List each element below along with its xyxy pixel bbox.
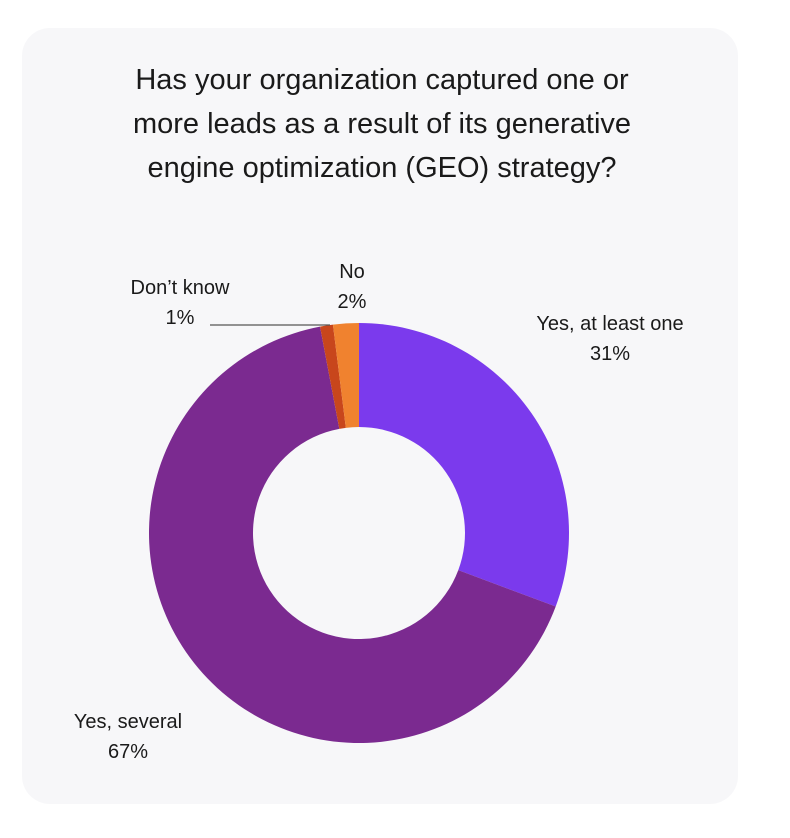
- slice-yes-at-least-one: [359, 323, 569, 607]
- label-no: No: [339, 261, 365, 283]
- value-dont-know: 1%: [166, 307, 195, 329]
- value-no: 2%: [338, 291, 367, 313]
- label-yes-several: Yes, several: [74, 711, 182, 733]
- chart-title: Has your organization captured one or mo…: [0, 58, 764, 190]
- donut-slices: [149, 323, 569, 743]
- slice-don-t-know: [320, 324, 346, 429]
- chart-title-line-3: engine optimization (GEO) strategy?: [147, 152, 617, 184]
- chart-title-line-1: Has your organization captured one or: [135, 64, 629, 96]
- value-yes-several: 67%: [108, 741, 148, 763]
- label-yes-at-least-one: Yes, at least one: [536, 313, 683, 335]
- label-dont-know: Don’t know: [131, 277, 230, 299]
- slice-no: [332, 323, 359, 428]
- value-yes-at-least-one: 31%: [590, 343, 630, 365]
- slice-yes-several: [149, 326, 556, 743]
- chart-title-line-2: more leads as a result of its generative: [132, 108, 632, 140]
